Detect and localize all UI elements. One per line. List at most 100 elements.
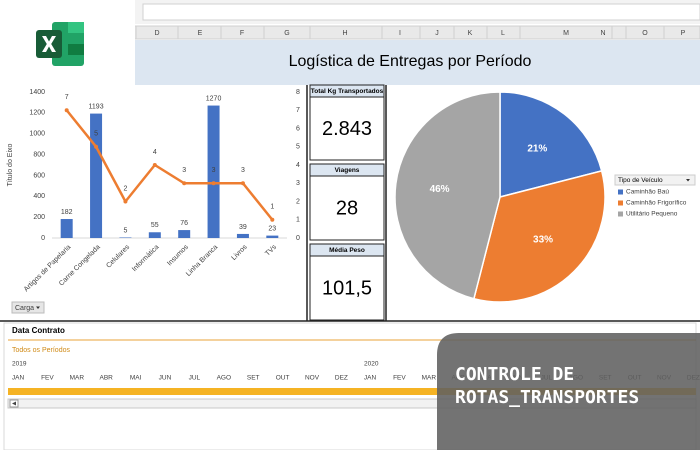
slicer-selection[interactable]: Todos os Períodos (12, 347, 70, 354)
pie-slice (472, 169, 606, 303)
column-header: I (399, 30, 401, 37)
y2-tick-label: 6 (296, 125, 300, 132)
column-header: M (563, 30, 569, 37)
excel-logo-area (0, 0, 135, 85)
kpi-label: Viagens (335, 167, 360, 174)
line-value-label: 7 (65, 94, 69, 101)
y-axis-title: Título do Eixo (7, 143, 14, 186)
month-label[interactable]: FEV (41, 375, 54, 382)
y-tick-label: 1200 (29, 110, 45, 117)
legend-swatch (618, 211, 623, 217)
y-tick-label: 0 (41, 235, 45, 242)
bar-value-label: 182 (61, 209, 73, 216)
line-value-label: 2 (123, 185, 127, 192)
pie-chart: 21% 33% 46% Tipo de Veículo Caminhão Baú Cami… (394, 91, 696, 303)
banner: CONTROLE DE ROTAS_TRANSPORTES (437, 333, 700, 450)
line-series (65, 109, 274, 221)
month-label[interactable]: JUN (159, 375, 172, 382)
kpi-box (309, 175, 385, 241)
y-tick-label: 1400 (29, 89, 45, 96)
column-header: N (600, 30, 605, 37)
kpi-value: 2.843 (322, 118, 372, 140)
month-label[interactable]: SET (247, 375, 260, 382)
column-header: E (198, 30, 203, 37)
pie-label: 33% (533, 235, 553, 246)
kpi-label: Média Peso (329, 247, 365, 254)
kpi-cards: Total Kg Transportados 2.843 Viagens 28 Médi… (309, 84, 385, 321)
bar (60, 219, 73, 238)
legend-entry: Caminhão Baú (626, 189, 669, 196)
bar (119, 237, 132, 238)
column-header: F (240, 30, 244, 37)
pie-slice (499, 91, 603, 198)
dropdown-arrow (36, 306, 40, 309)
month-label[interactable]: DEZ (335, 375, 348, 382)
y2-tick-label: 5 (296, 144, 300, 151)
banner-line: ROTAS_TRANSPORTES (455, 387, 639, 408)
column-header: D (154, 30, 159, 37)
line-value-label: 3 (182, 167, 186, 174)
kpi-box (309, 255, 385, 321)
bar (266, 235, 279, 238)
legend-swatch (618, 189, 623, 195)
banner-backdrop (437, 333, 700, 450)
legend-entry: Utilitário Pequeno (626, 211, 678, 218)
logo-cell (68, 22, 84, 33)
line-point (211, 181, 216, 186)
month-label[interactable]: NOV (305, 375, 320, 382)
y2-tick-label: 1 (296, 217, 300, 224)
arrow-icon (12, 401, 16, 406)
y2-tick-label: 7 (296, 107, 300, 114)
bar-value-label: 5 (123, 227, 127, 234)
bar (178, 230, 191, 238)
month-label[interactable]: AGO (217, 375, 231, 382)
y2-tick-label: 8 (296, 89, 300, 96)
month-label[interactable]: JAN (364, 375, 377, 382)
formula-bar[interactable] (142, 3, 700, 21)
bar (207, 105, 220, 238)
month-label[interactable]: MAR (70, 375, 85, 382)
pie-slice (394, 91, 501, 300)
month-label[interactable]: MAI (130, 375, 142, 382)
dropdown-arrow (686, 179, 690, 182)
line-value-label: 4 (153, 149, 157, 156)
column-header: J (435, 30, 439, 37)
filter-button-label: Carga (15, 305, 34, 312)
logo-x-glyph (42, 36, 56, 52)
month-label[interactable]: ABR (100, 375, 114, 382)
column-header: P (681, 30, 686, 37)
bar-value-label: 39 (239, 224, 247, 231)
y-tick-label: 1000 (29, 131, 45, 138)
legend-title: Tipo de Veículo (618, 177, 663, 184)
line-point (270, 217, 275, 222)
line-point (94, 144, 99, 149)
dashboard-title: Logística de Entregas por Período (289, 53, 532, 70)
column-header: L (501, 30, 505, 37)
line-value-label: 5 (94, 131, 98, 138)
month-label[interactable]: JUL (189, 375, 201, 382)
line-value-label: 1 (270, 204, 274, 211)
column-header: H (342, 30, 347, 37)
line-point (123, 199, 128, 204)
line-point (182, 181, 187, 186)
kpi-label: Total Kg Transportados (311, 88, 384, 95)
title-band (135, 40, 700, 85)
timeline-slicer: Data Contrato Todos os Períodos 2019 JAN F… (3, 322, 700, 450)
month-label[interactable]: FEV (393, 375, 406, 382)
filter-button[interactable] (11, 301, 45, 314)
y-tick-label: 600 (33, 172, 45, 179)
month-label[interactable]: JAN (12, 375, 25, 382)
pie-label: 21% (527, 144, 547, 155)
column-header: G (284, 30, 289, 37)
bar-value-label: 76 (180, 220, 188, 227)
y2-tick-label: 0 (296, 235, 300, 242)
timeline-range-bar[interactable] (8, 388, 696, 395)
bar-value-label: 55 (151, 222, 159, 229)
legend-title-box[interactable] (614, 174, 696, 186)
month-label[interactable]: MAR (422, 375, 437, 382)
y2-tick-label: 3 (296, 180, 300, 187)
bar-value-label: 1270 (206, 95, 222, 102)
month-label[interactable]: OUT (276, 375, 290, 382)
year-label: 2019 (12, 361, 27, 368)
